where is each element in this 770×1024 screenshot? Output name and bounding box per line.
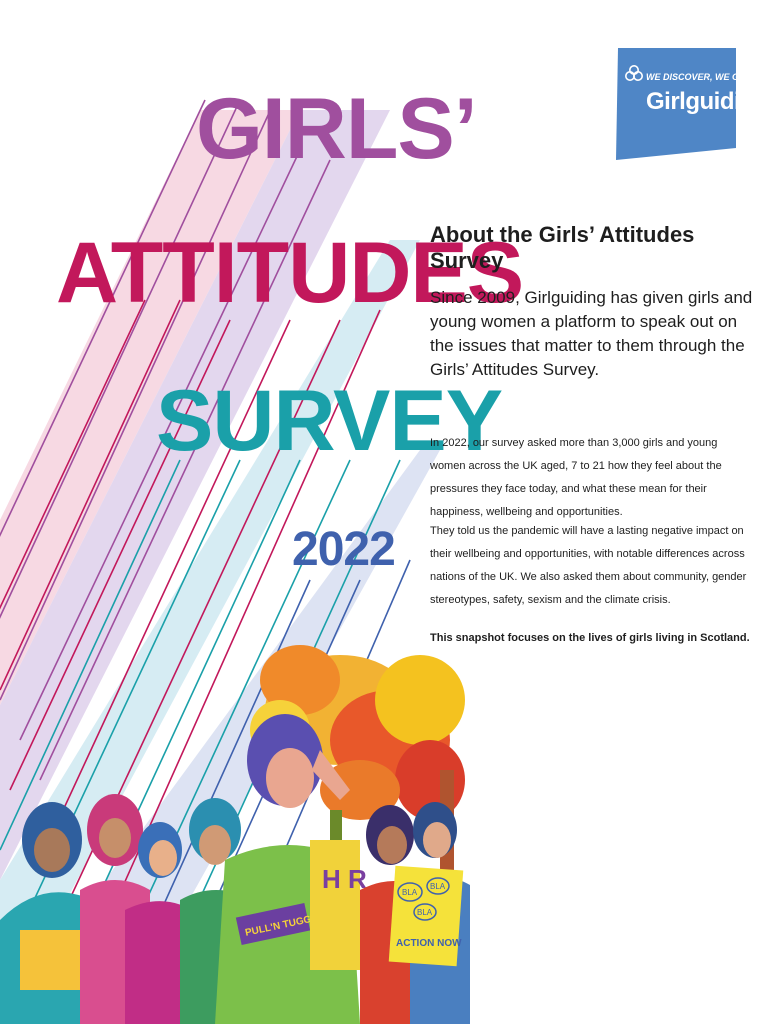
title-year: 2022 xyxy=(292,523,396,576)
about-snapshot-note: This snapshot focuses on the lives of gi… xyxy=(430,632,750,644)
about-heading: About the Girls’ Attitudes Survey xyxy=(430,222,695,274)
title-attitudes: ATTITUDES xyxy=(56,225,524,321)
placard-word-1: BLA xyxy=(402,888,418,897)
title-girls: GIRLS’ xyxy=(196,81,478,177)
title-survey: SURVEY xyxy=(156,373,503,469)
illustration-girls-group: PULL'N TUGGS H R BLA BLA BLA ACTION NOW xyxy=(0,645,470,1024)
girlguiding-logo[interactable]: WE DISCOVER, WE GROW Girlguiding xyxy=(612,48,769,160)
action-now-placard: BLA BLA BLA ACTION NOW xyxy=(388,865,464,967)
placard-word-2: BLA xyxy=(430,882,446,891)
banner-sign: H R xyxy=(310,840,367,970)
banner-letters: H R xyxy=(322,864,367,894)
logo-badge-shape xyxy=(616,48,736,160)
about-paragraph-survey: In 2022, our survey asked more than 3,00… xyxy=(430,437,722,518)
about-paragraph-pandemic: They told us the pandemic will have a la… xyxy=(430,525,747,606)
placard-word-3: BLA xyxy=(417,908,433,917)
logo-tagline: WE DISCOVER, WE GROW xyxy=(646,72,762,82)
trefoil-icon xyxy=(625,65,643,81)
placard-action-now: ACTION NOW xyxy=(396,938,462,949)
lavender-stripe-band xyxy=(0,110,390,880)
about-intro: Since 2009, Girlguiding has given girls … xyxy=(430,288,753,379)
logo-name: Girlguiding xyxy=(646,88,769,115)
